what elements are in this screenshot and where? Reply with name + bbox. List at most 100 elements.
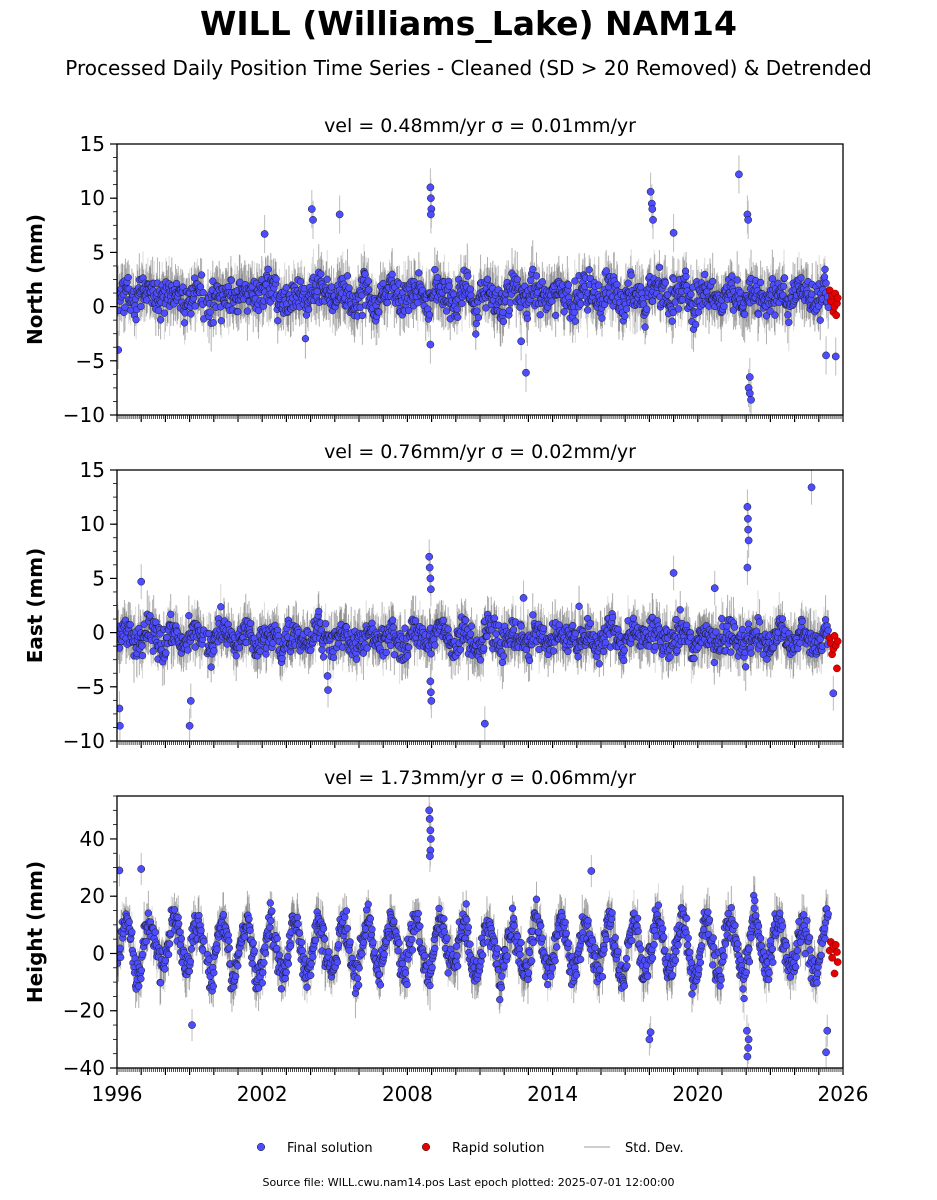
final-point [124,273,132,282]
final-point [358,311,367,320]
final-point [304,305,313,314]
final-point [784,311,792,319]
final-point [454,313,462,321]
final-point [264,265,272,273]
final-point [309,216,317,224]
final-point [342,623,351,631]
final-point [210,647,218,655]
final-point [191,302,199,310]
final-point [138,642,146,650]
final-point [117,644,124,652]
final-point [754,310,763,318]
final-point [548,297,556,305]
final-point [209,319,217,327]
final-point [583,306,592,314]
final-point [627,271,635,279]
final-point [585,266,593,274]
final-point [361,270,369,278]
final-point [595,281,603,289]
final-point [232,652,240,660]
final-point [426,183,435,192]
final-point [180,319,189,327]
final-point [243,307,252,315]
final-point [207,663,215,671]
final-point [327,283,336,291]
final-point [822,351,830,360]
final-point [538,278,546,286]
final-point [464,272,472,280]
final-point [779,282,788,290]
final-point [272,275,280,283]
final-point [185,611,193,620]
final-point [637,283,645,291]
final-point [427,194,435,203]
final-point [191,643,199,651]
final-point [160,309,168,317]
plot-area [117,470,842,741]
final-point [586,274,594,283]
final-point [254,306,263,315]
final-point [466,285,475,293]
final-point [744,216,752,224]
y-tick-label: 10 [80,186,105,210]
final-point [571,317,579,325]
final-point [473,307,481,315]
final-point [442,307,451,315]
final-point [560,308,568,316]
final-point [433,273,442,282]
final-point [138,651,147,660]
final-point [278,654,286,663]
chart-subtitle: Processed Daily Position Time Series - C… [65,56,872,80]
final-point [646,187,655,196]
final-point [227,276,236,284]
final-point [217,317,225,325]
final-point [343,272,352,280]
final-point [831,352,840,361]
y-tick-label: −5 [76,349,105,373]
final-point [458,299,466,308]
final-point [649,216,657,224]
final-point [146,612,154,620]
final-point [335,210,344,219]
final-point [256,647,264,655]
panel-north: vel = 0.48mm/yr σ = 0.01mm/yr North (mm) −… [23,115,844,427]
final-point [152,618,160,626]
final-point [262,650,270,658]
final-point [517,337,525,346]
final-point [602,267,610,275]
final-points [117,170,840,404]
final-point [682,272,690,281]
final-point [217,603,225,611]
final-point [296,277,305,286]
final-point [513,275,521,284]
final-point [720,302,728,310]
final-point [687,290,695,298]
final-point [352,655,361,663]
panel-title: vel = 0.48mm/yr σ = 0.01mm/yr [324,115,636,137]
y-tick-label: 15 [80,132,105,156]
final-point [386,641,395,650]
final-point [224,283,232,291]
final-point [405,306,413,315]
final-point [785,318,793,327]
final-point [663,291,672,299]
final-point [415,269,423,277]
rapid-point [832,311,841,320]
final-point [621,312,629,320]
final-point [117,346,123,354]
final-point [137,302,145,311]
final-point [364,277,372,285]
final-point [820,273,829,281]
final-point [571,277,579,285]
final-point [382,648,390,657]
final-point [701,270,709,279]
final-point [747,395,755,404]
final-point [445,282,453,290]
y-tick-label: 0 [92,295,105,319]
final-point [472,319,480,328]
final-point [505,306,513,315]
y-tick-label: 5 [92,240,105,264]
final-point [143,296,151,304]
